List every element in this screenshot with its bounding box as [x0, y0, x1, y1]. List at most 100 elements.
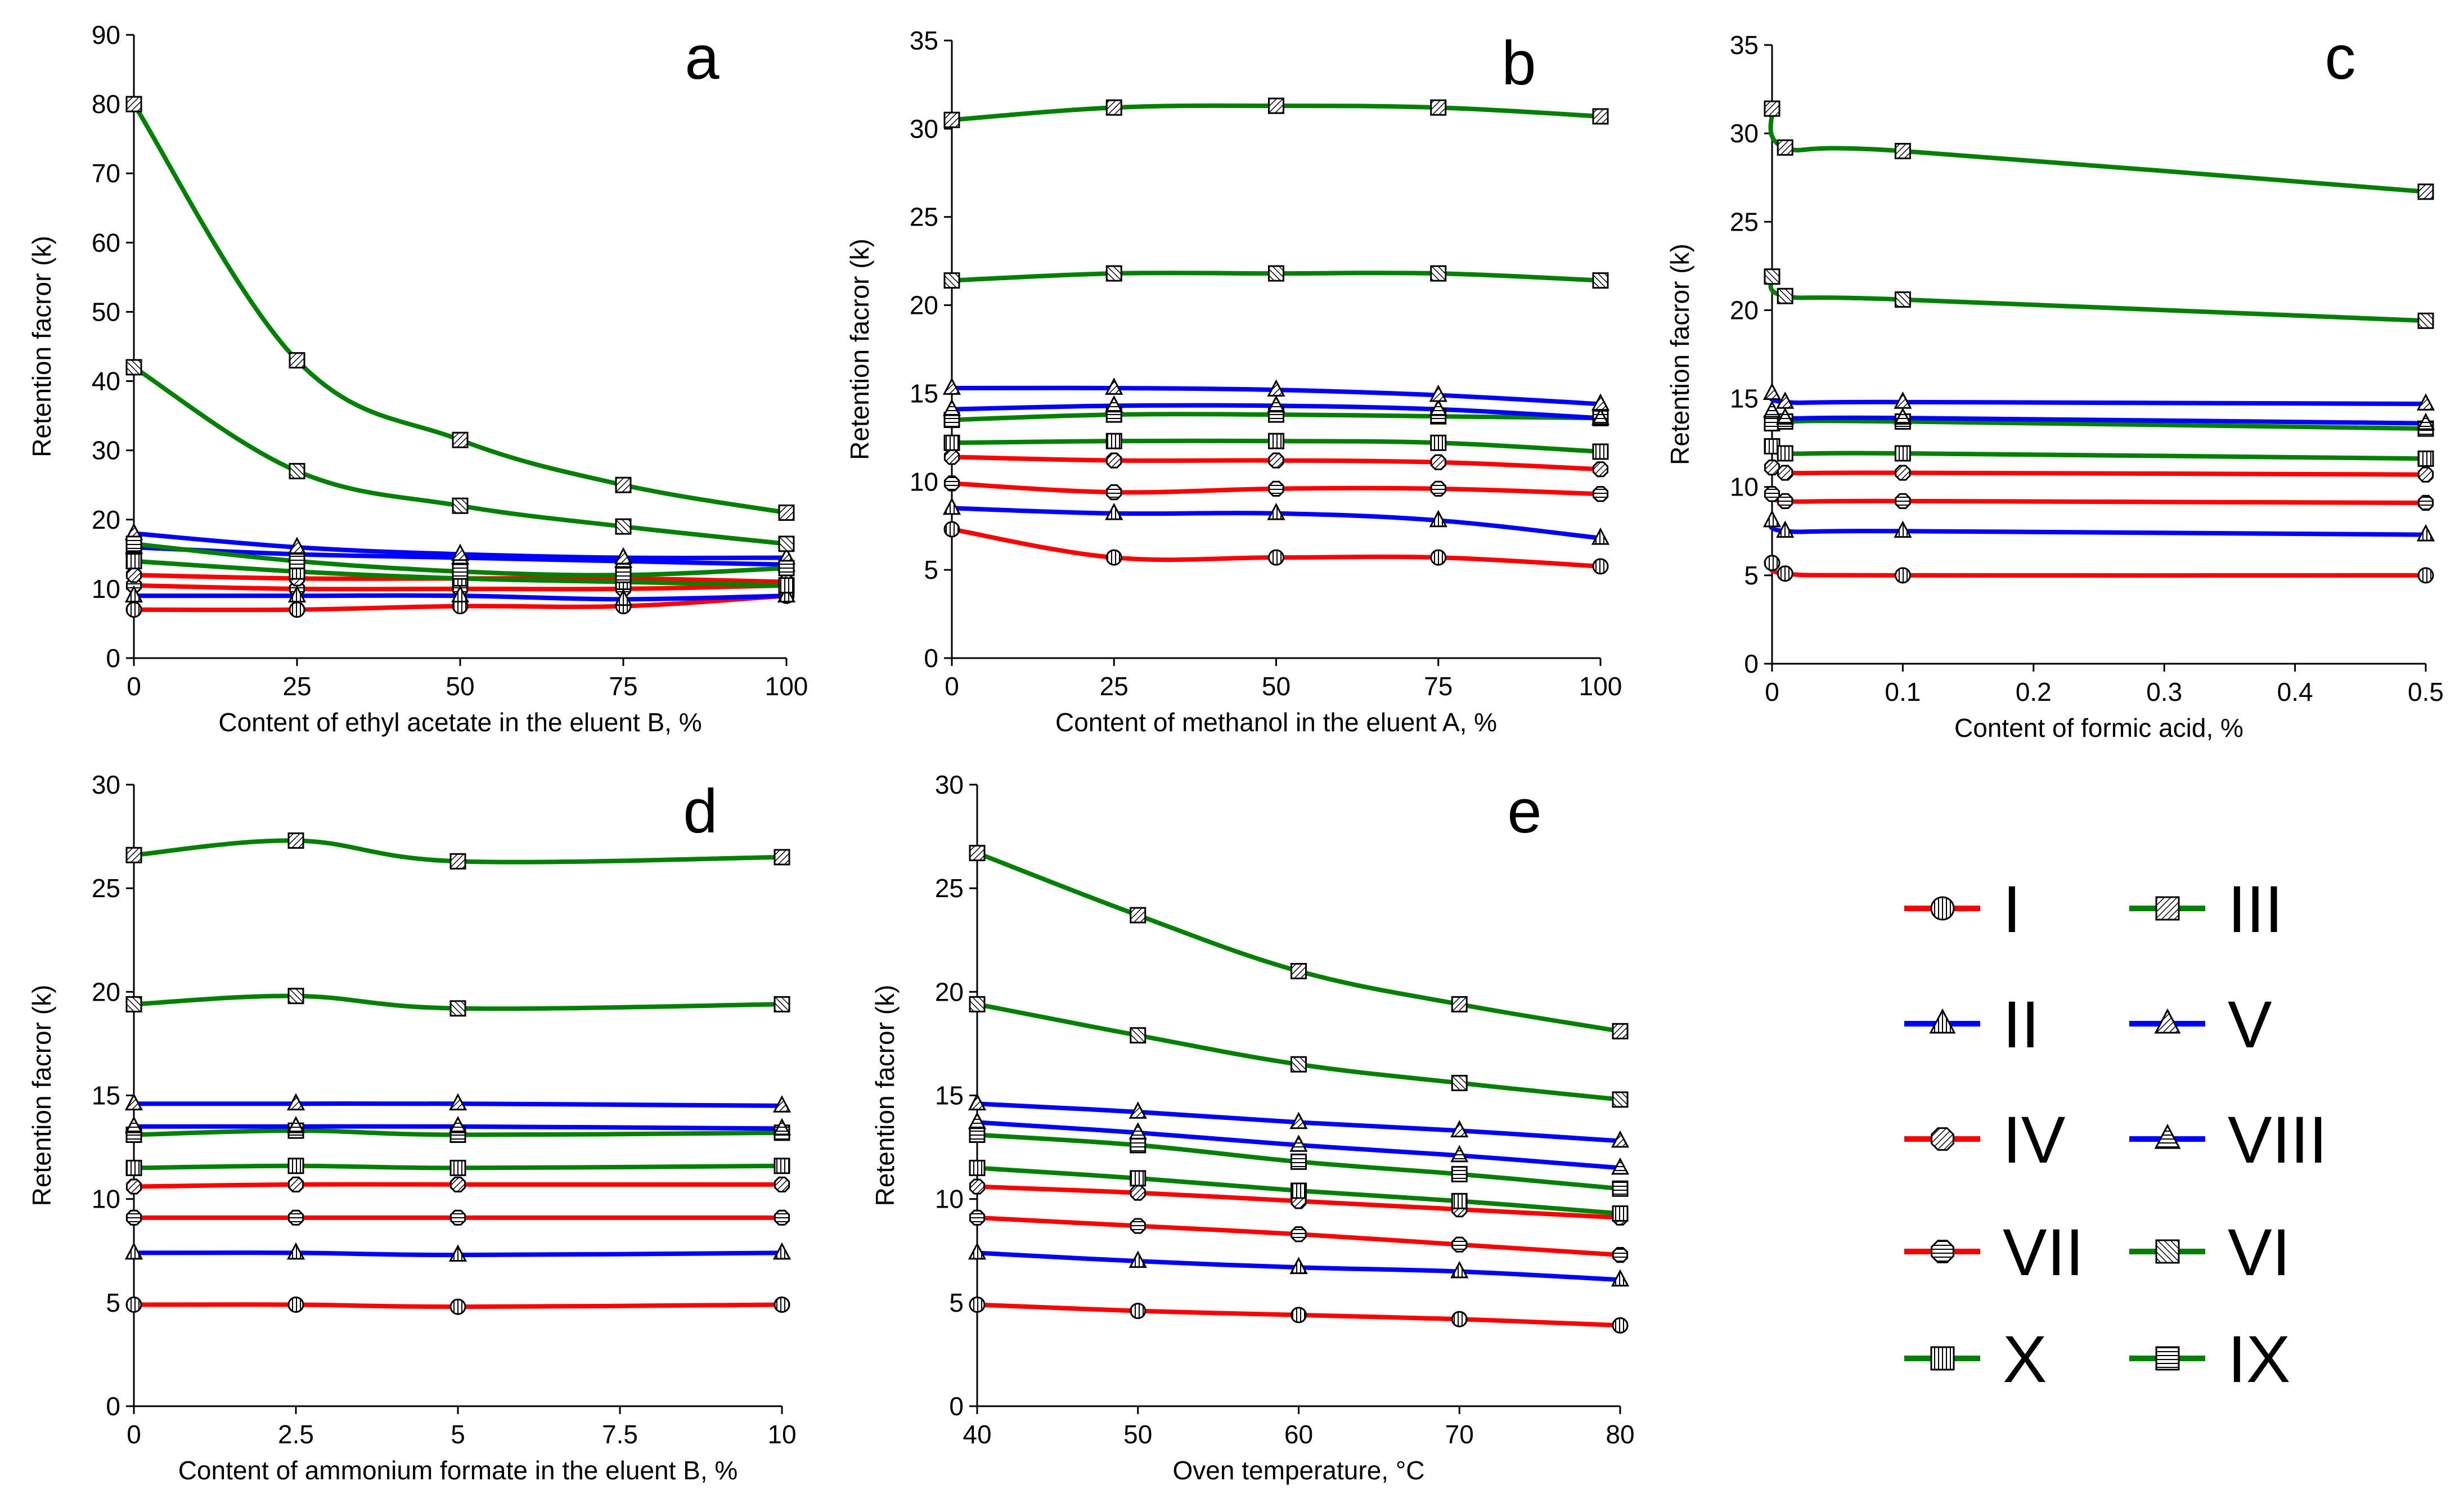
marker-V [1450, 1120, 1469, 1138]
x-tick-label: 0 [127, 672, 141, 701]
series-line-I [133, 1302, 783, 1309]
y-tick-label: 25 [935, 874, 964, 903]
marker-I [1430, 549, 1447, 566]
marker-IV [125, 1178, 142, 1195]
x-axis-label: Content of formic acid, % [1954, 713, 2243, 742]
marker-VI [1777, 287, 1793, 304]
y-tick-label: 70 [92, 159, 120, 188]
y-tick-label: 10 [910, 467, 938, 496]
marker-III [1764, 100, 1780, 117]
panel-letter: b [1501, 29, 1536, 98]
marker-III [615, 476, 632, 493]
marker-III [289, 352, 305, 369]
marker-V [2416, 393, 2435, 411]
legend-item-X: X [1904, 1322, 2047, 1397]
x-tick-label: 75 [1424, 672, 1453, 701]
marker-III [452, 431, 469, 448]
marker-IX [125, 535, 142, 552]
marker-VI [774, 996, 790, 1012]
marker-II [1105, 502, 1123, 520]
y-tick-label: 30 [910, 114, 938, 143]
marker-IX [452, 563, 469, 580]
marker-VIII [1776, 407, 1795, 425]
marker-X [1612, 1205, 1629, 1222]
y-tick-label: 30 [92, 436, 120, 465]
series-line-I [1768, 561, 2426, 578]
legend-label: IX [2228, 1322, 2291, 1397]
series-line-IV [1768, 465, 2426, 477]
marker-VIII [124, 1115, 143, 1133]
y-tick-label: 40 [92, 367, 120, 396]
x-tick-label: 40 [963, 1420, 991, 1449]
marker-X [1291, 1182, 1307, 1199]
legend-item-VII: VII [1904, 1216, 2084, 1290]
chart-panel-c: 0 5 10 15 20 25 30 35 0 0.1 0.2 0.3 0.4 0.5 Content of… [1665, 23, 2444, 742]
marker-VIII [1429, 398, 1447, 416]
y-tick-label: 10 [92, 574, 120, 604]
marker-IX [289, 553, 305, 570]
y-tick-label: 25 [910, 202, 938, 232]
marker-VI [2155, 1239, 2180, 1264]
series-line-III [1768, 107, 2426, 194]
marker-IX [1130, 1137, 1146, 1154]
marker-II [1611, 1269, 1630, 1287]
marker-III [1130, 907, 1146, 924]
legend-item-IX: IX [2129, 1322, 2291, 1397]
y-tick-label: 0 [1744, 649, 1759, 678]
marker-IX [1451, 1165, 1468, 1182]
legend-item-I: I [1904, 872, 2021, 947]
marker-I [1592, 558, 1609, 575]
marker-V [1762, 382, 1782, 400]
marker-VII [943, 475, 960, 492]
marker-VII [1430, 480, 1446, 497]
marker-IX [1291, 1153, 1307, 1170]
series-line-IV [133, 1182, 782, 1189]
marker-V [614, 547, 633, 565]
marker-IX [778, 560, 795, 577]
marker-VI [1268, 265, 1284, 282]
marker-VIII [1762, 400, 1782, 418]
marker-VI [778, 535, 795, 552]
marker-VII [969, 1209, 986, 1226]
series-line-II [133, 1250, 783, 1258]
y-axis-label: Retention facror (k) [870, 985, 900, 1207]
marker-V [1267, 379, 1285, 397]
marker-VIII [1591, 407, 1610, 425]
marker-II [968, 1242, 987, 1260]
x-tick-label: 0 [945, 672, 959, 701]
x-tick-label: 50 [1123, 1420, 1152, 1449]
marker-V [1776, 391, 1795, 409]
marker-VIII [1128, 1122, 1147, 1140]
y-tick-label: 15 [935, 1081, 964, 1110]
marker-II [1776, 520, 1795, 538]
y-tick-label: 0 [949, 1392, 964, 1421]
marker-II [1429, 510, 1447, 528]
marker-VI [287, 988, 304, 1005]
legend-label: I [2003, 872, 2021, 947]
marker-VI [125, 996, 142, 1012]
marker-II [1929, 1008, 1956, 1034]
marker-VII [449, 1209, 466, 1226]
x-tick-label: 0.2 [2016, 677, 2052, 706]
marker-I [449, 1298, 466, 1315]
marker-VI [1291, 1056, 1307, 1073]
chart-panel-d: 0 5 10 15 20 25 30 0 2.5 5 7.5 10 Content of ammoniu… [27, 770, 797, 1485]
marker-VI [2417, 312, 2434, 329]
marker-III [1592, 108, 1609, 125]
marker-I [1291, 1307, 1307, 1324]
y-tick-label: 30 [92, 770, 120, 799]
marker-III [2155, 896, 2180, 921]
marker-V [2154, 1008, 2181, 1034]
marker-III [778, 504, 795, 521]
marker-III [1105, 99, 1122, 116]
marker-V [286, 1093, 305, 1111]
y-tick-label: 5 [1744, 561, 1759, 590]
marker-VIII [1105, 395, 1123, 413]
marker-IV [1764, 460, 1780, 476]
legend-label: III [2228, 872, 2283, 947]
marker-V [772, 1095, 792, 1113]
panel-letter: a [685, 23, 720, 92]
y-tick-label: 0 [106, 643, 120, 673]
x-tick-label: 100 [1579, 672, 1622, 701]
marker-III [1291, 963, 1307, 979]
